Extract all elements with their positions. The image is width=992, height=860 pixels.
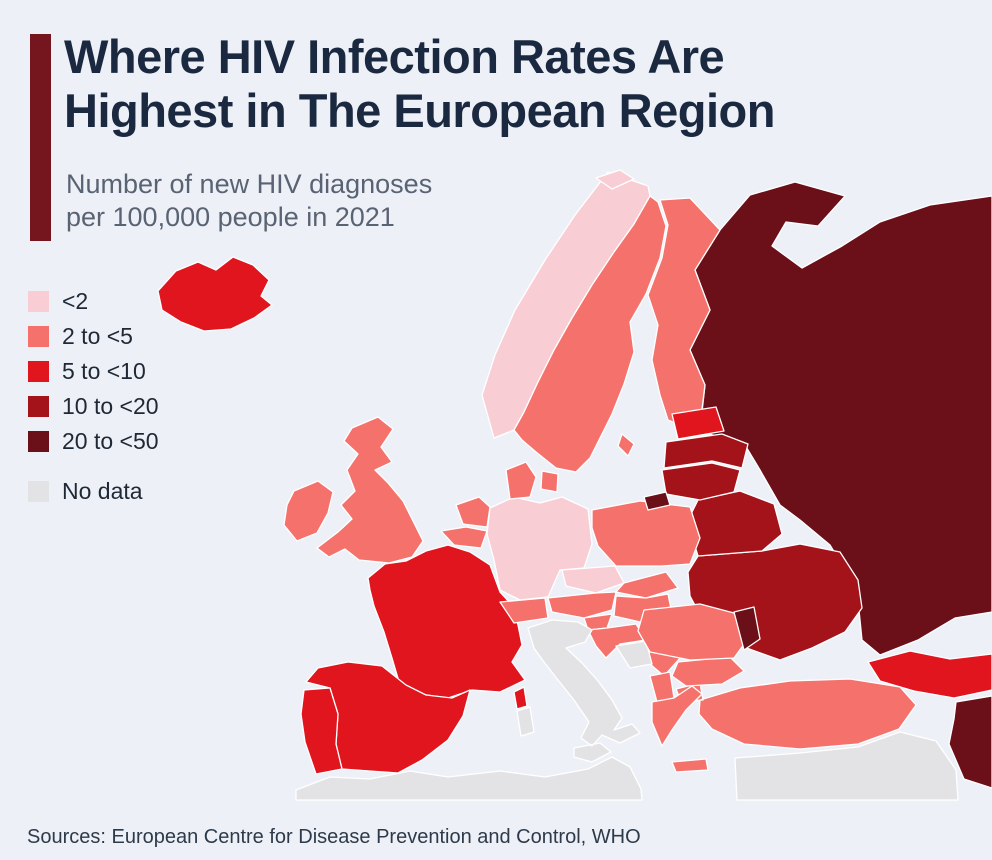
- legend-label: 5 to <10: [62, 358, 146, 384]
- country-romania: [637, 603, 748, 661]
- country-ireland: [283, 480, 334, 542]
- country-latvia: [663, 433, 749, 469]
- title-line-2: Highest in The European Region: [64, 84, 775, 138]
- country-bulgaria: [671, 656, 745, 687]
- subtitle-line-1: Number of new HIV diagnoses: [66, 169, 433, 199]
- country-belgium: [440, 526, 488, 549]
- country-sweden: [513, 195, 667, 473]
- country-bosnia: [615, 640, 653, 669]
- legend-swatch-lt2: [28, 291, 49, 312]
- country-slovakia: [615, 571, 679, 599]
- sources-text: Sources: European Centre for Disease Pre…: [27, 826, 641, 848]
- country-middleeast: [734, 731, 959, 801]
- page-title: Where HIV Infection Rates Are Highest in …: [64, 30, 775, 138]
- legend-item: 20 to <50: [28, 424, 159, 459]
- country-belarus: [689, 490, 783, 557]
- legend-label: <2: [62, 288, 89, 314]
- country-denmark: [505, 461, 559, 500]
- legend-item: No data: [28, 474, 159, 509]
- legend-item: <2: [28, 284, 159, 319]
- legend-label: 20 to <50: [62, 428, 159, 454]
- title-accent-bar: [30, 34, 51, 241]
- country-austria: [547, 591, 617, 619]
- country-greece: [651, 685, 709, 773]
- country-kazakhstan: [948, 695, 992, 789]
- country-northafrica: [295, 756, 643, 801]
- country-albania: [649, 671, 675, 703]
- country-iceland: [157, 256, 273, 332]
- legend-swatch-2to5: [28, 326, 49, 347]
- country-uk: [316, 416, 424, 564]
- country-estonia: [671, 406, 725, 440]
- legend-item: 5 to <10: [28, 354, 159, 389]
- legend-item: 2 to <5: [28, 319, 159, 354]
- legend-item: 10 to <20: [28, 389, 159, 424]
- subtitle: Number of new HIV diagnoses per 100,000 p…: [66, 168, 432, 235]
- title-line-1: Where HIV Infection Rates Are: [64, 30, 725, 83]
- country-svalbard: [595, 169, 635, 190]
- legend-swatch-10to20: [28, 396, 49, 417]
- legend-swatch-20to50: [28, 431, 49, 452]
- country-finland: [647, 197, 721, 429]
- country-kaliningrad: [643, 491, 671, 511]
- country-italy: [516, 619, 641, 763]
- legend-label: No data: [62, 478, 143, 504]
- legend-swatch-5to10: [28, 361, 49, 382]
- legend: <2 2 to <5 5 to <10 10 to <20 20 to <50 …: [28, 284, 159, 509]
- subtitle-line-2: per 100,000 people in 2021: [66, 202, 395, 233]
- country-france: [367, 544, 528, 710]
- country-czechia: [561, 565, 625, 594]
- country-portugal: [300, 687, 343, 775]
- legend-swatch-nodata: [28, 481, 49, 502]
- legend-label: 2 to <5: [62, 323, 133, 349]
- country-switzerland: [499, 597, 549, 624]
- country-moldova: [733, 606, 761, 651]
- country-netherlands: [455, 496, 491, 528]
- country-croatia: [587, 623, 647, 659]
- country-poland: [591, 500, 701, 567]
- legend-label: 10 to <20: [62, 393, 159, 419]
